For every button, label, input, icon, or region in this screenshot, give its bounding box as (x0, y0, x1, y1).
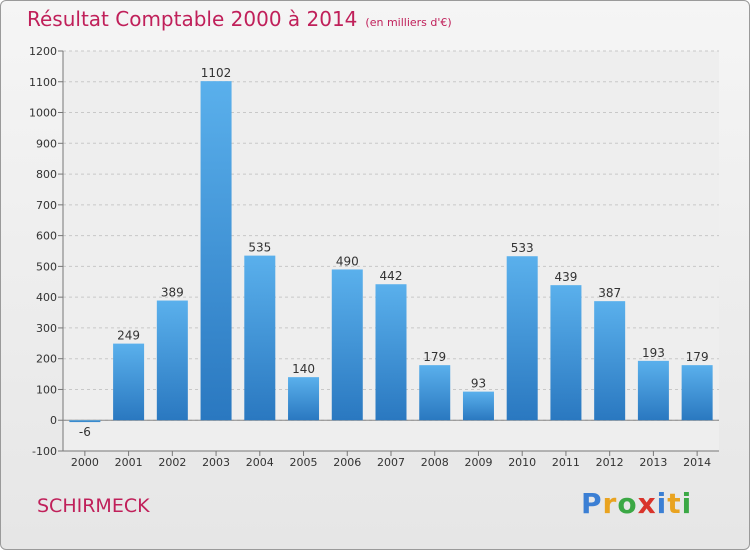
x-tick-label: 2010 (508, 456, 536, 469)
bar (506, 256, 538, 421)
x-tick-label: 2002 (158, 456, 186, 469)
y-tick-label: 0 (50, 414, 57, 427)
bar (69, 420, 101, 423)
x-tick-label: 2007 (377, 456, 405, 469)
y-tick-label: -100 (32, 445, 57, 458)
bar-value-label: 490 (336, 254, 359, 268)
y-tick-label: 900 (36, 137, 57, 150)
x-tick-label: 2011 (552, 456, 580, 469)
logo-letter: o (617, 487, 638, 520)
bar (113, 343, 145, 421)
bar-value-label: 439 (554, 270, 577, 284)
x-tick-label: 2000 (71, 456, 99, 469)
bar (637, 360, 669, 421)
x-tick-label: 2012 (596, 456, 624, 469)
place-name: SCHIRMECK (37, 495, 150, 517)
x-tick-label: 2004 (246, 456, 274, 469)
y-tick-label: 800 (36, 168, 57, 181)
x-tick-label: 2005 (290, 456, 318, 469)
y-tick-label: 600 (36, 230, 57, 243)
bar (681, 365, 713, 421)
logo-letter: P (581, 487, 603, 520)
bar (200, 81, 232, 421)
title-text: Résultat Comptable 2000 à 2014 (27, 7, 358, 31)
y-tick-label: 700 (36, 199, 57, 212)
x-tick-label: 2013 (639, 456, 667, 469)
x-tick-label: 2009 (464, 456, 492, 469)
logo-letter: i (681, 487, 693, 520)
x-tick-label: 2006 (333, 456, 361, 469)
bar-value-label: 93 (471, 377, 486, 391)
logo-letter: i (656, 487, 668, 520)
bar-value-label: 1102 (201, 66, 232, 80)
bar (331, 269, 363, 421)
y-tick-label: 500 (36, 260, 57, 273)
bar-value-label: 249 (117, 329, 140, 343)
bar-value-label: 442 (380, 269, 403, 283)
bar-value-label: 193 (642, 346, 665, 360)
y-tick-label: 1100 (29, 76, 57, 89)
chart-title: Résultat Comptable 2000 à 2014 (en millie… (27, 7, 452, 31)
x-tick-label: 2014 (683, 456, 711, 469)
bar (156, 300, 188, 421)
y-tick-label: 400 (36, 291, 57, 304)
bar-value-label: 140 (292, 362, 315, 376)
x-tick-label: 2001 (115, 456, 143, 469)
logo-letter: r (602, 487, 618, 520)
bar (419, 365, 451, 421)
y-tick-label: 300 (36, 322, 57, 335)
bar-value-label: 179 (423, 350, 446, 364)
x-tick-label: 2008 (421, 456, 449, 469)
y-tick-label: 1200 (29, 45, 57, 58)
proxiti-logo[interactable]: Proxiti (581, 487, 692, 520)
bar-value-label: 387 (598, 286, 621, 300)
bar (594, 301, 626, 421)
bar-value-label: 179 (686, 350, 709, 364)
x-tick-label: 2003 (202, 456, 230, 469)
bar-value-label: -6 (79, 425, 91, 439)
bar (550, 285, 582, 421)
y-tick-label: 100 (36, 383, 57, 396)
logo-letter: t (667, 487, 682, 520)
bar-value-label: 533 (511, 241, 534, 255)
bar (462, 391, 494, 421)
bar (375, 284, 407, 421)
logo-letter: x (637, 487, 657, 520)
bar (288, 377, 320, 421)
y-tick-label: 1000 (29, 107, 57, 120)
y-tick-label: 200 (36, 353, 57, 366)
bar-value-label: 535 (248, 241, 271, 255)
title-unit: (en milliers d'€) (365, 16, 452, 29)
bar (244, 255, 276, 421)
bar-value-label: 389 (161, 286, 184, 300)
